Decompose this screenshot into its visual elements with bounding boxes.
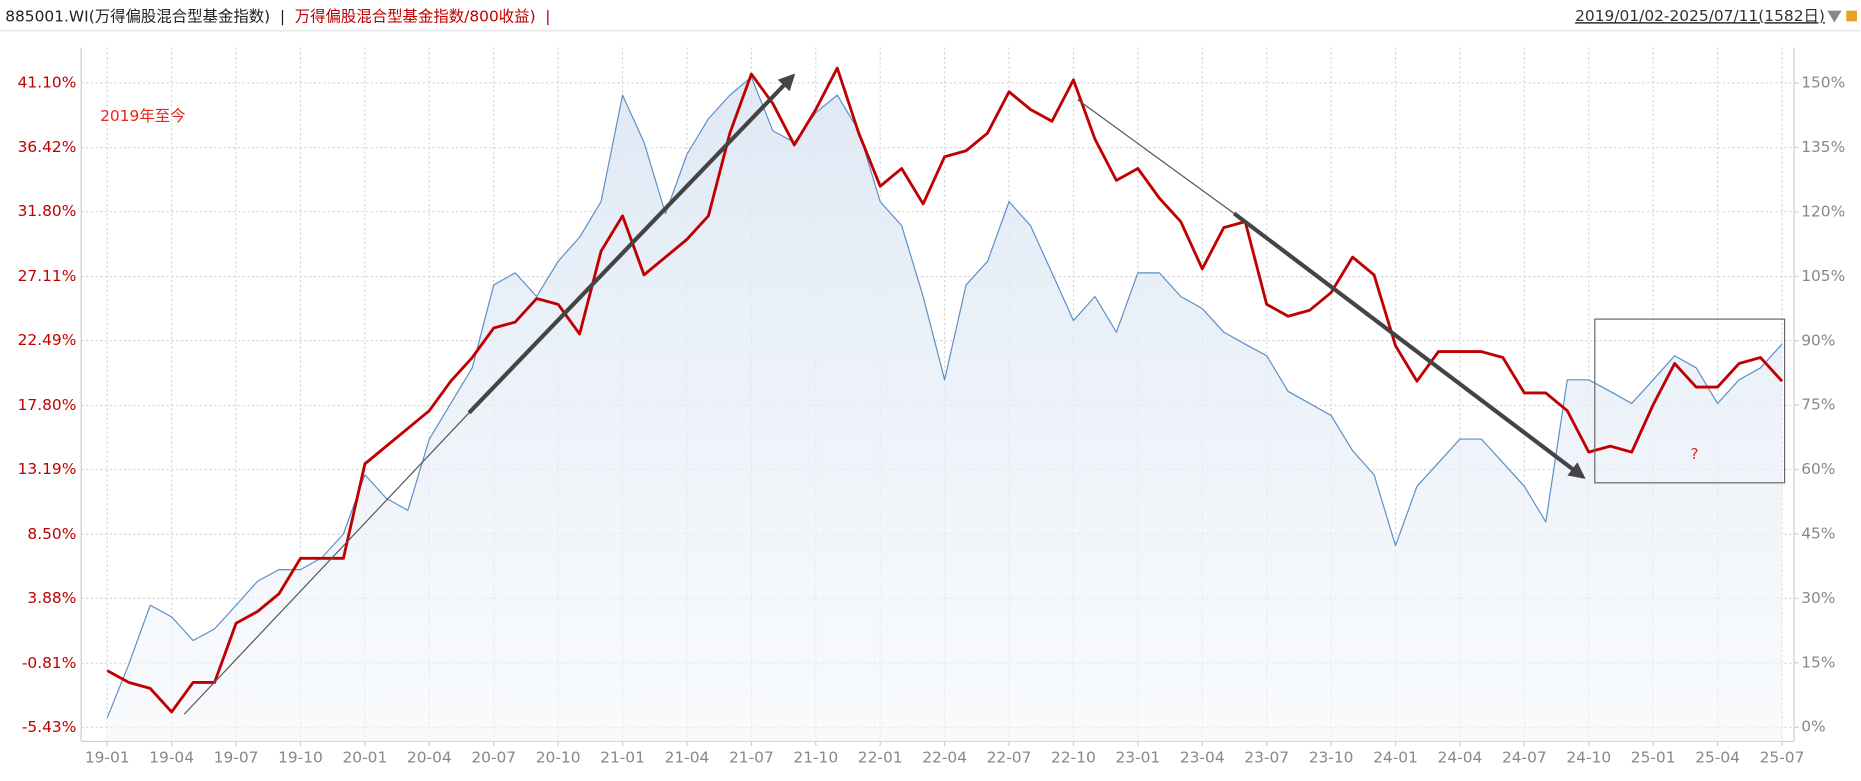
series-line	[106, 76, 1783, 719]
x-tick-label: 20-04	[407, 749, 452, 767]
x-tick-label: 21-01	[600, 749, 645, 767]
series-line	[106, 66, 1784, 714]
x-tick-label: 19-10	[278, 749, 323, 767]
legend-separator: |	[545, 7, 550, 25]
legend-red: 万得偏股混合型基金指数/800收益)	[295, 7, 536, 25]
y2-tick-label: 105%	[1801, 267, 1845, 285]
y2-tick-label: 75%	[1801, 396, 1835, 414]
y-tick-label: 22.49%	[18, 331, 77, 349]
y2-tick-label: 30%	[1801, 589, 1835, 607]
x-tick-label: 21-07	[729, 749, 774, 767]
x-tick-label: 23-01	[1115, 749, 1160, 767]
trend-arrow	[467, 73, 796, 415]
y-tick-label: 31.80%	[18, 202, 77, 220]
x-tick-label: 23-07	[1244, 749, 1289, 767]
x-tick-label: 21-10	[793, 749, 838, 767]
x-tick-label: 19-07	[214, 749, 259, 767]
y-tick-label: 41.10%	[18, 73, 77, 91]
plot: -5.43% -0.81% 3.88% 8.50% 13.19% 17.80% 22.49%…	[18, 47, 1845, 767]
trend-line	[183, 412, 470, 715]
corner-icon[interactable]	[1846, 10, 1857, 22]
x-tick-label: 25-07	[1760, 749, 1805, 767]
date-range[interactable]: 2019/01/02-2025/07/11(1582日)	[1575, 7, 1825, 25]
x-tick-label: 20-10	[536, 749, 581, 767]
y-tick-label: 8.50%	[27, 525, 76, 543]
x-tick-label: 20-01	[343, 749, 388, 767]
x-tick-label: 24-01	[1373, 749, 1418, 767]
y-tick-label: 17.80%	[18, 396, 77, 414]
y2-tick-label: 90%	[1801, 331, 1835, 349]
x-tick-label: 24-10	[1566, 749, 1611, 767]
x-tick-label: 19-01	[85, 749, 130, 767]
x-tick-label: 22-01	[858, 749, 903, 767]
y-tick-label: -0.81%	[22, 654, 77, 672]
legend-blue: 885001.WI(万得偏股混合型基金指数)	[5, 7, 270, 25]
series-area	[107, 77, 1782, 742]
annotation: ?	[1690, 445, 1698, 463]
y2-tick-label: 15%	[1801, 653, 1835, 671]
x-tick-label: 22-07	[987, 749, 1032, 767]
y-tick-label: 36.42%	[18, 138, 77, 156]
legend-text: 885001.WI(万得偏股混合型基金指数) | 万得偏股混合型基金指数/800…	[5, 7, 550, 25]
trend-arrow	[1232, 211, 1586, 479]
x-tick-label: 22-10	[1051, 749, 1096, 767]
y-tick-label: 3.88%	[27, 589, 76, 607]
x-tick-label: 24-07	[1502, 749, 1547, 767]
y2-tick-label: 150%	[1801, 74, 1845, 92]
y-tick-label: 13.19%	[18, 460, 77, 478]
y2-tick-label: 0%	[1801, 718, 1825, 736]
x-tick-label: 21-04	[665, 749, 710, 767]
x-tick-label: 25-04	[1695, 749, 1740, 767]
y2-tick-label: 60%	[1801, 460, 1835, 478]
trend-line	[1077, 99, 1235, 215]
x-tick-label: 22-04	[922, 749, 967, 767]
x-tick-label: 23-10	[1309, 749, 1354, 767]
x-tick-label: 23-04	[1180, 749, 1225, 767]
y2-tick-label: 120%	[1801, 202, 1845, 220]
x-tick-label: 24-04	[1438, 749, 1483, 767]
x-tick-label: 20-07	[471, 749, 516, 767]
x-tick-label: 25-01	[1631, 749, 1676, 767]
x-tick-label: 19-04	[149, 749, 194, 767]
highlight-box	[1594, 318, 1786, 484]
annotation: 2019年至今	[100, 107, 185, 125]
legend-separator: |	[280, 7, 285, 25]
dropdown-icon[interactable]	[1827, 10, 1842, 23]
y-tick-label: 27.11%	[18, 267, 77, 285]
y2-tick-label: 135%	[1801, 138, 1845, 156]
y-tick-label: -5.43%	[22, 718, 77, 736]
y2-tick-label: 45%	[1801, 524, 1835, 542]
header-bar	[0, 0, 1861, 31]
